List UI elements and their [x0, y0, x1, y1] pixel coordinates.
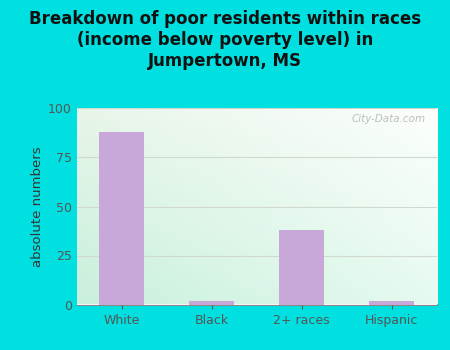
Y-axis label: absolute numbers: absolute numbers	[31, 146, 44, 267]
Text: Breakdown of poor residents within races
(income below poverty level) in
Jumpert: Breakdown of poor residents within races…	[29, 10, 421, 70]
Bar	[279, 230, 324, 304]
Bar	[189, 301, 234, 304]
Bar	[369, 301, 414, 304]
Bar	[99, 132, 144, 304]
Text: City-Data.com: City-Data.com	[351, 114, 426, 124]
